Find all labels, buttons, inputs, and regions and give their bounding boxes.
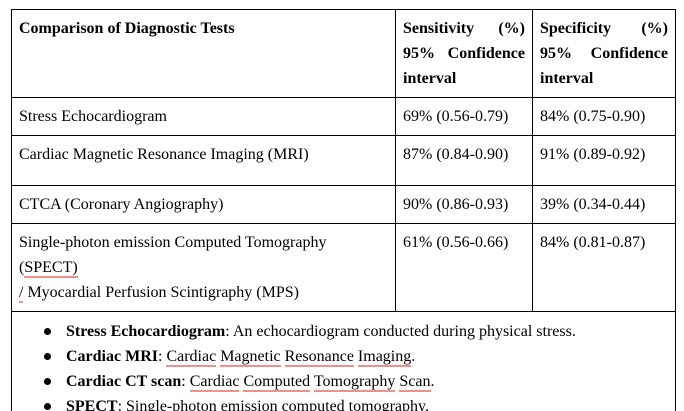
spellcheck-marked-text: Computed <box>243 373 311 392</box>
spellcheck-marked-text: Resonance <box>284 348 354 367</box>
bullet-icon <box>44 353 51 360</box>
bullet-icon <box>44 403 51 410</box>
bullet-icon <box>44 378 51 385</box>
table-row: Single-photon emission Computed Tomograp… <box>11 223 676 312</box>
legend-term: Cardiac CT scan <box>66 373 182 390</box>
table-row: Stress Echocardiogram 69% (0.56-0.79) 84% … <box>11 97 676 136</box>
sensitivity-value-cell: 61% (0.56-0.66) <box>395 223 533 312</box>
table-body: Stress Echocardiogram 69% (0.56-0.79) 84% … <box>11 97 676 312</box>
text-segment: Cardiac Magnetic Resonance Imaging (MRI) <box>19 146 309 163</box>
text-segment: : <box>157 348 167 365</box>
legend-item: Cardiac CT scan: Cardiac Computed Tomogr… <box>19 369 668 394</box>
header-sensitivity: Sensitivity (%) 95% Confidence interval <box>395 9 533 98</box>
text-segment <box>281 348 285 365</box>
specificity-value-cell: 39% (0.34-0.44) <box>532 185 676 224</box>
sensitivity-value-cell: 69% (0.56-0.79) <box>395 97 533 136</box>
table-row: Cardiac Magnetic Resonance Imaging (MRI)… <box>11 135 676 186</box>
table-row: CTCA (Coronary Angiography) 90% (0.86-0.9… <box>11 185 676 224</box>
legend-item: Cardiac MRI: Cardiac Magnetic Resonance … <box>19 344 668 369</box>
specificity-value-cell: 84% (0.81-0.87) <box>532 223 676 312</box>
text-segment: CTCA (Coronary Angiography) <box>19 196 224 213</box>
text-segment: : <box>181 373 190 390</box>
spellcheck-marked-text: Imaging <box>357 348 412 367</box>
text-segment: Myocardial Perfusion Scintigraphy (MPS) <box>23 284 299 301</box>
spellcheck-marked-text: Magnetic <box>220 348 281 367</box>
text-segment: . <box>411 348 416 365</box>
legend-list: Stress Echocardiogram: An echocardiogram… <box>19 319 668 411</box>
table-header-row: Comparison of Diagnostic Tests Sensitivi… <box>11 9 676 98</box>
diagnostic-tests-table: Comparison of Diagnostic Tests Sensitivi… <box>11 9 676 411</box>
text-segment: Single-photon emission Computed Tomograp… <box>19 234 327 276</box>
test-name-cell: Single-photon emission Computed Tomograp… <box>11 223 396 312</box>
legend-item: Stress Echocardiogram: An echocardiogram… <box>19 319 668 344</box>
text-segment: . <box>430 373 435 390</box>
sensitivity-value-cell: 87% (0.84-0.90) <box>395 135 533 186</box>
header-comparison-of-diagnostic-tests: Comparison of Diagnostic Tests <box>11 9 396 98</box>
spellcheck-marked-text: SPECT) <box>24 259 78 278</box>
legend-row: Stress Echocardiogram: An echocardiogram… <box>11 311 676 411</box>
test-name-cell: Stress Echocardiogram <box>11 97 396 136</box>
text-segment: Stress Echocardiogram <box>19 108 167 125</box>
legend-term: Stress Echocardiogram <box>66 323 226 340</box>
spellcheck-marked-text: Cardiac <box>166 348 217 367</box>
legend-section: Stress Echocardiogram: An echocardiogram… <box>11 311 676 411</box>
bullet-icon <box>44 328 51 335</box>
specificity-value-cell: 84% (0.75-0.90) <box>532 97 676 136</box>
legend-term: SPECT <box>66 398 118 411</box>
spellcheck-marked-text: Tomography <box>313 373 396 392</box>
specificity-value-cell: 91% (0.89-0.92) <box>532 135 676 186</box>
spellcheck-marked-text: Scan <box>399 373 431 392</box>
sensitivity-value-cell: 90% (0.86-0.93) <box>395 185 533 224</box>
legend-term: Cardiac MRI <box>66 348 158 365</box>
text-segment: : An echocardiogram conducted during phy… <box>225 323 576 340</box>
header-specificity: Specificity (%) 95% Confidence interval <box>532 9 676 98</box>
spellcheck-marked-text: / <box>19 284 24 303</box>
text-segment: : Single-photon emission computed tomogr… <box>117 398 429 411</box>
legend-item: SPECT: Single-photon emission computed t… <box>19 394 668 411</box>
test-name-cell: Cardiac Magnetic Resonance Imaging (MRI) <box>11 135 396 186</box>
spellcheck-marked-text: Cardiac <box>189 373 240 392</box>
legend-cell: Stress Echocardiogram: An echocardiogram… <box>11 311 676 411</box>
test-name-cell: CTCA (Coronary Angiography) <box>11 185 396 224</box>
